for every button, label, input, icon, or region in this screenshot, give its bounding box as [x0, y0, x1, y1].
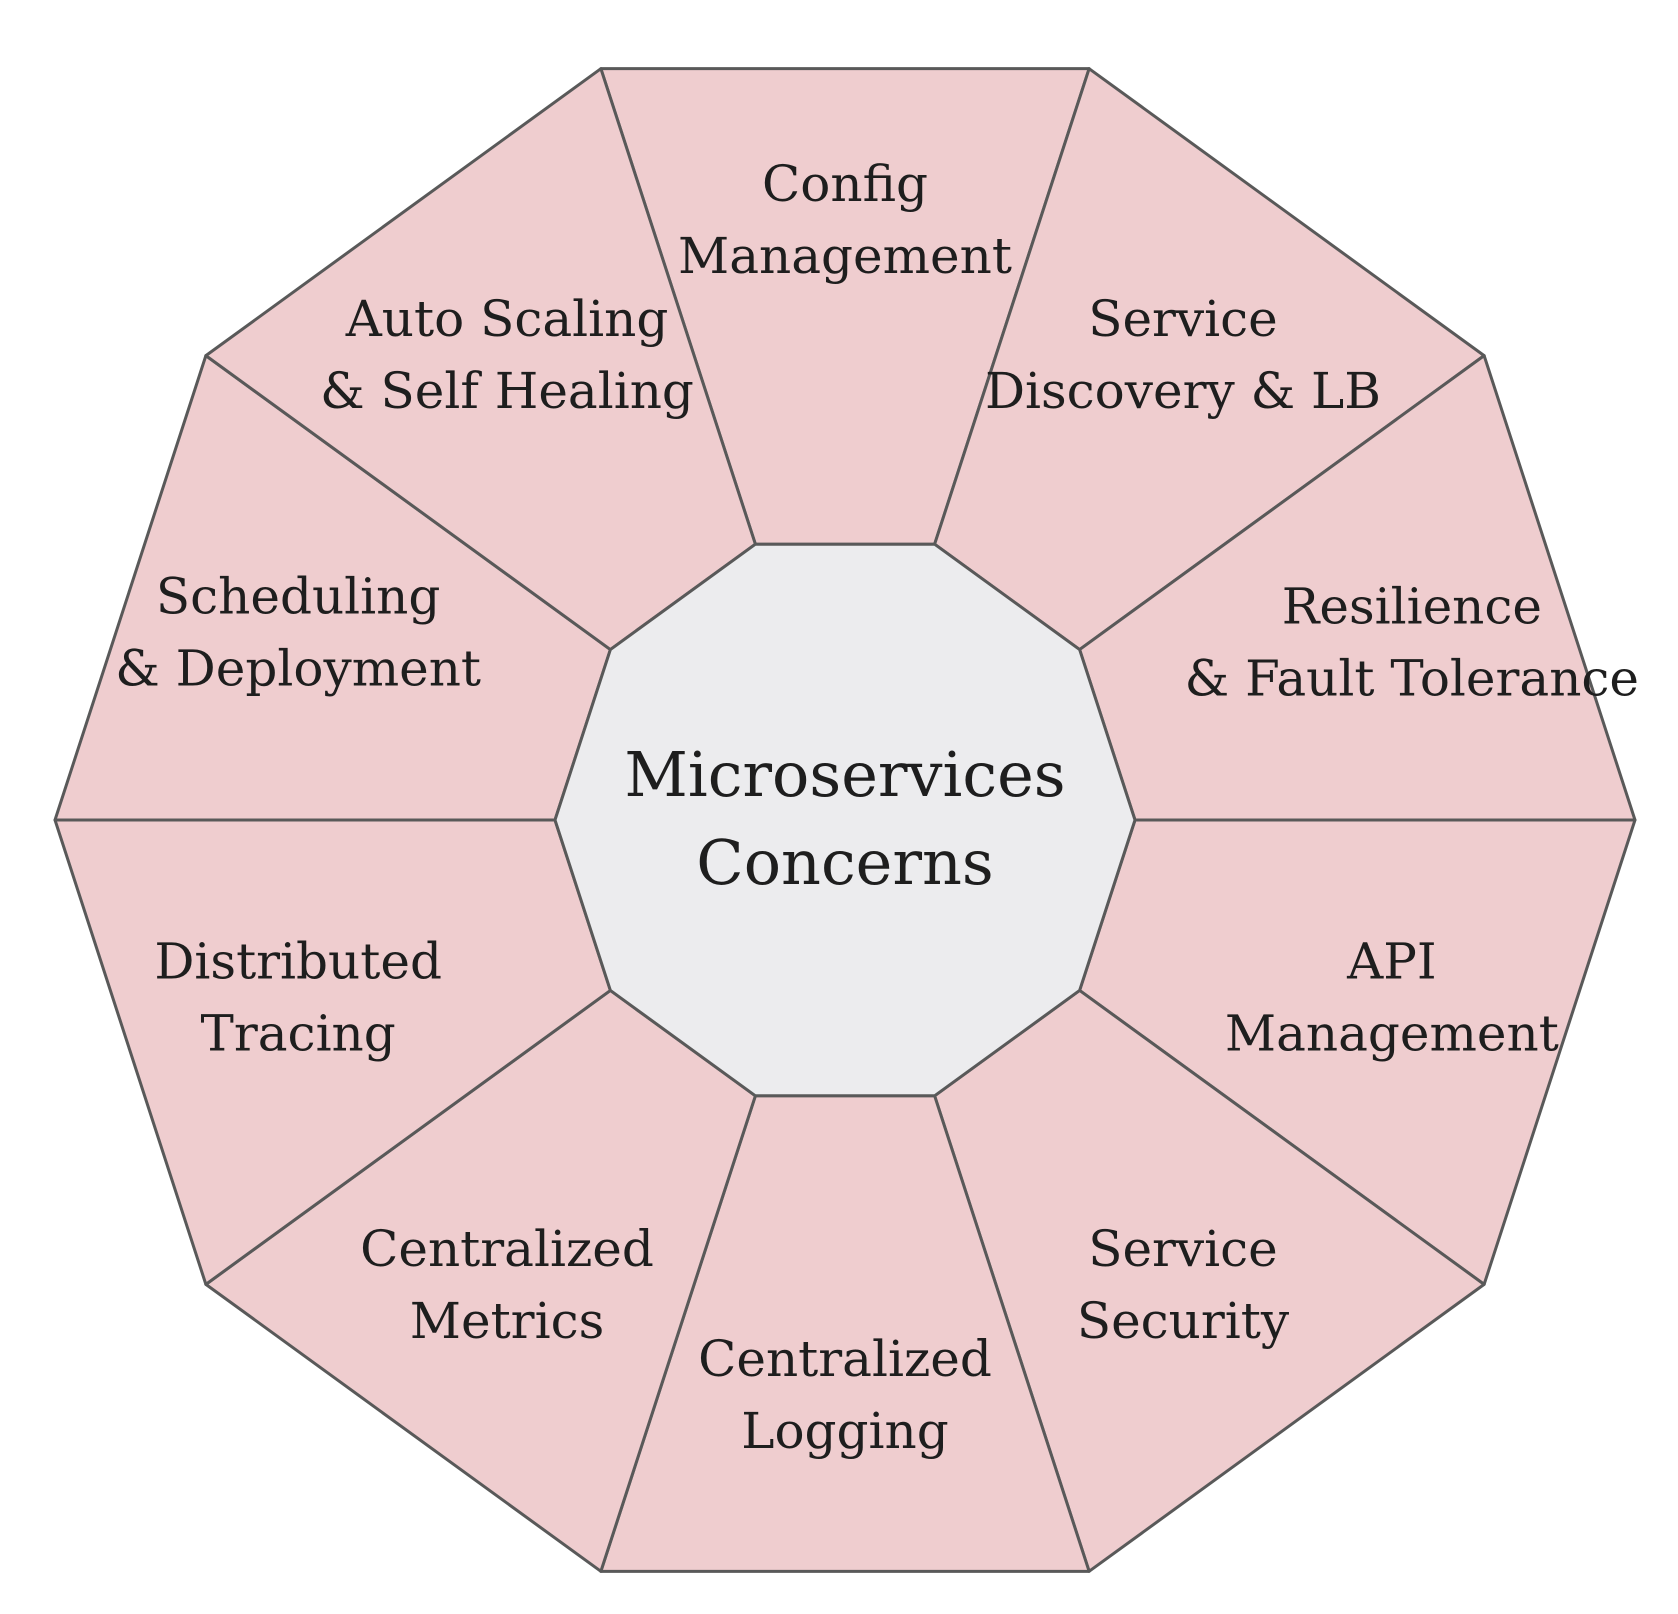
segment-label-auto-scaling-self-healing: Auto Scaling & Self Healing	[320, 290, 694, 420]
segment-label-line: Management	[678, 227, 1012, 285]
segment-label-line: API	[1346, 933, 1437, 991]
center-title: Microservices Concerns	[624, 738, 1065, 899]
segment-label-line: & Fault Tolerance	[1185, 649, 1639, 707]
center-hub	[553, 542, 1137, 1098]
segment-label-config-management: Config Management	[678, 155, 1012, 285]
segment-label-line: Discovery & LB	[985, 362, 1381, 420]
segment-label-line: Management	[1225, 1005, 1559, 1063]
segment-label-line: Service	[1088, 1220, 1278, 1278]
segment-label-resilience-fault-tolerance: Resilience & Fault Tolerance	[1185, 577, 1639, 707]
segment-label-line: & Deployment	[115, 639, 481, 697]
segments-layer	[53, 67, 1637, 1573]
segment-label-api-management: API Management	[1225, 933, 1559, 1063]
segment-label-line: Security	[1077, 1292, 1290, 1350]
segment-label-distributed-tracing: Distributed Tracing	[154, 933, 442, 1063]
center-title-line: Concerns	[696, 826, 994, 899]
segment-label-line: Tracing	[201, 1005, 396, 1063]
segment-label-line: Config	[762, 155, 928, 213]
segment-label-line: Auto Scaling	[345, 290, 669, 348]
segment-label-line: Scheduling	[156, 567, 440, 625]
segment-label-service-security: Service Security	[1077, 1220, 1290, 1350]
segment-label-centralized-metrics: Centralized Metrics	[360, 1220, 654, 1350]
segment-label-line: Centralized	[360, 1220, 654, 1278]
segment-label-line: Resilience	[1282, 577, 1542, 635]
segment-label-line: Metrics	[410, 1292, 604, 1350]
segment-label-line: Service	[1088, 290, 1278, 348]
segment-label-service-discovery-lb: Service Discovery & LB	[985, 290, 1381, 420]
labels-layer: Config Management Service Discovery & LB Res…	[115, 155, 1639, 1460]
segment-label-line: Centralized	[698, 1330, 992, 1388]
segment-label-line: Logging	[741, 1402, 949, 1460]
segment-label-line: & Self Healing	[320, 362, 694, 420]
segment-label-line: Distributed	[154, 933, 442, 991]
center-title-line: Microservices	[624, 738, 1065, 811]
segment-label-scheduling-deployment: Scheduling & Deployment	[115, 567, 481, 697]
segment-label-centralized-logging: Centralized Logging	[698, 1330, 992, 1460]
